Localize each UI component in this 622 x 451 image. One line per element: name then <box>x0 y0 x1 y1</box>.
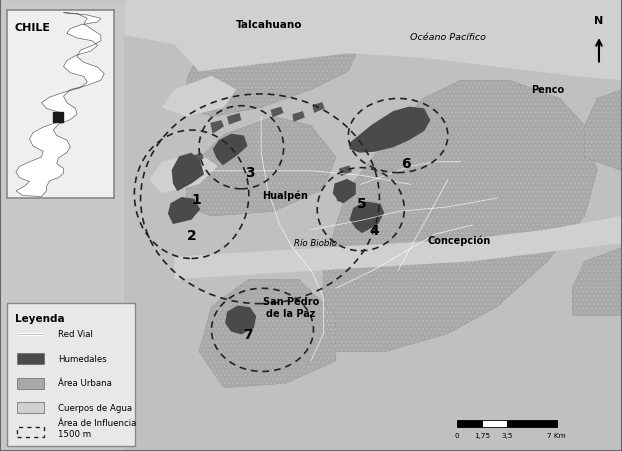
Text: Cuerpos de Agua: Cuerpos de Agua <box>58 403 132 412</box>
Text: Leyenda: Leyenda <box>15 313 65 323</box>
Polygon shape <box>371 139 384 150</box>
FancyBboxPatch shape <box>17 354 44 364</box>
Text: Área de Influencia
1500 m: Área de Influencia 1500 m <box>58 419 137 437</box>
Text: 3,5: 3,5 <box>501 432 513 438</box>
FancyBboxPatch shape <box>507 420 557 428</box>
Polygon shape <box>193 153 204 163</box>
Polygon shape <box>199 280 336 388</box>
Text: 5: 5 <box>357 197 367 211</box>
Polygon shape <box>370 204 383 216</box>
FancyBboxPatch shape <box>124 0 622 451</box>
Polygon shape <box>210 121 224 134</box>
Text: 1,75: 1,75 <box>474 432 490 438</box>
FancyBboxPatch shape <box>7 11 114 198</box>
Text: 4: 4 <box>369 224 379 238</box>
FancyBboxPatch shape <box>457 420 482 428</box>
Text: San Pedro
de la Paz: San Pedro de la Paz <box>263 297 319 318</box>
Polygon shape <box>16 14 104 197</box>
Polygon shape <box>124 0 622 81</box>
Polygon shape <box>168 198 200 225</box>
Text: Río Biobío: Río Biobío <box>294 238 338 247</box>
Text: 7 Km: 7 Km <box>547 432 566 438</box>
Text: Océano Pacífico: Océano Pacífico <box>410 32 486 41</box>
Text: CHILE: CHILE <box>15 23 51 32</box>
Text: Red Vial: Red Vial <box>58 330 93 339</box>
Text: 2: 2 <box>187 229 197 242</box>
Text: 7: 7 <box>243 328 253 341</box>
FancyBboxPatch shape <box>482 420 507 428</box>
Text: Concepción: Concepción <box>427 235 491 245</box>
Text: 6: 6 <box>401 156 411 170</box>
Polygon shape <box>149 153 218 194</box>
Polygon shape <box>172 153 204 192</box>
Polygon shape <box>182 162 192 170</box>
Polygon shape <box>572 248 622 316</box>
Polygon shape <box>174 216 622 280</box>
Polygon shape <box>292 112 305 123</box>
FancyBboxPatch shape <box>7 304 135 446</box>
Polygon shape <box>187 23 361 117</box>
Polygon shape <box>187 117 336 216</box>
FancyBboxPatch shape <box>17 402 44 413</box>
Text: 1: 1 <box>191 193 201 206</box>
Polygon shape <box>271 107 284 118</box>
Text: Penco: Penco <box>531 85 564 95</box>
Text: N: N <box>595 16 603 26</box>
Polygon shape <box>227 114 241 125</box>
Text: Área Urbana: Área Urbana <box>58 378 113 387</box>
Polygon shape <box>312 103 325 114</box>
Polygon shape <box>392 125 406 136</box>
Polygon shape <box>213 134 248 166</box>
Polygon shape <box>336 190 348 202</box>
Polygon shape <box>585 90 622 171</box>
Text: 3: 3 <box>245 166 255 179</box>
Polygon shape <box>339 166 352 177</box>
Text: Humedales: Humedales <box>58 354 107 363</box>
Text: Hualpén: Hualpén <box>262 189 308 200</box>
Polygon shape <box>350 202 384 234</box>
Polygon shape <box>350 107 430 153</box>
Polygon shape <box>225 306 256 335</box>
Polygon shape <box>162 77 236 117</box>
FancyBboxPatch shape <box>17 378 44 389</box>
Polygon shape <box>333 179 356 204</box>
Text: 0: 0 <box>455 432 460 438</box>
Text: Talcahuano: Talcahuano <box>236 20 302 30</box>
Polygon shape <box>323 81 597 352</box>
